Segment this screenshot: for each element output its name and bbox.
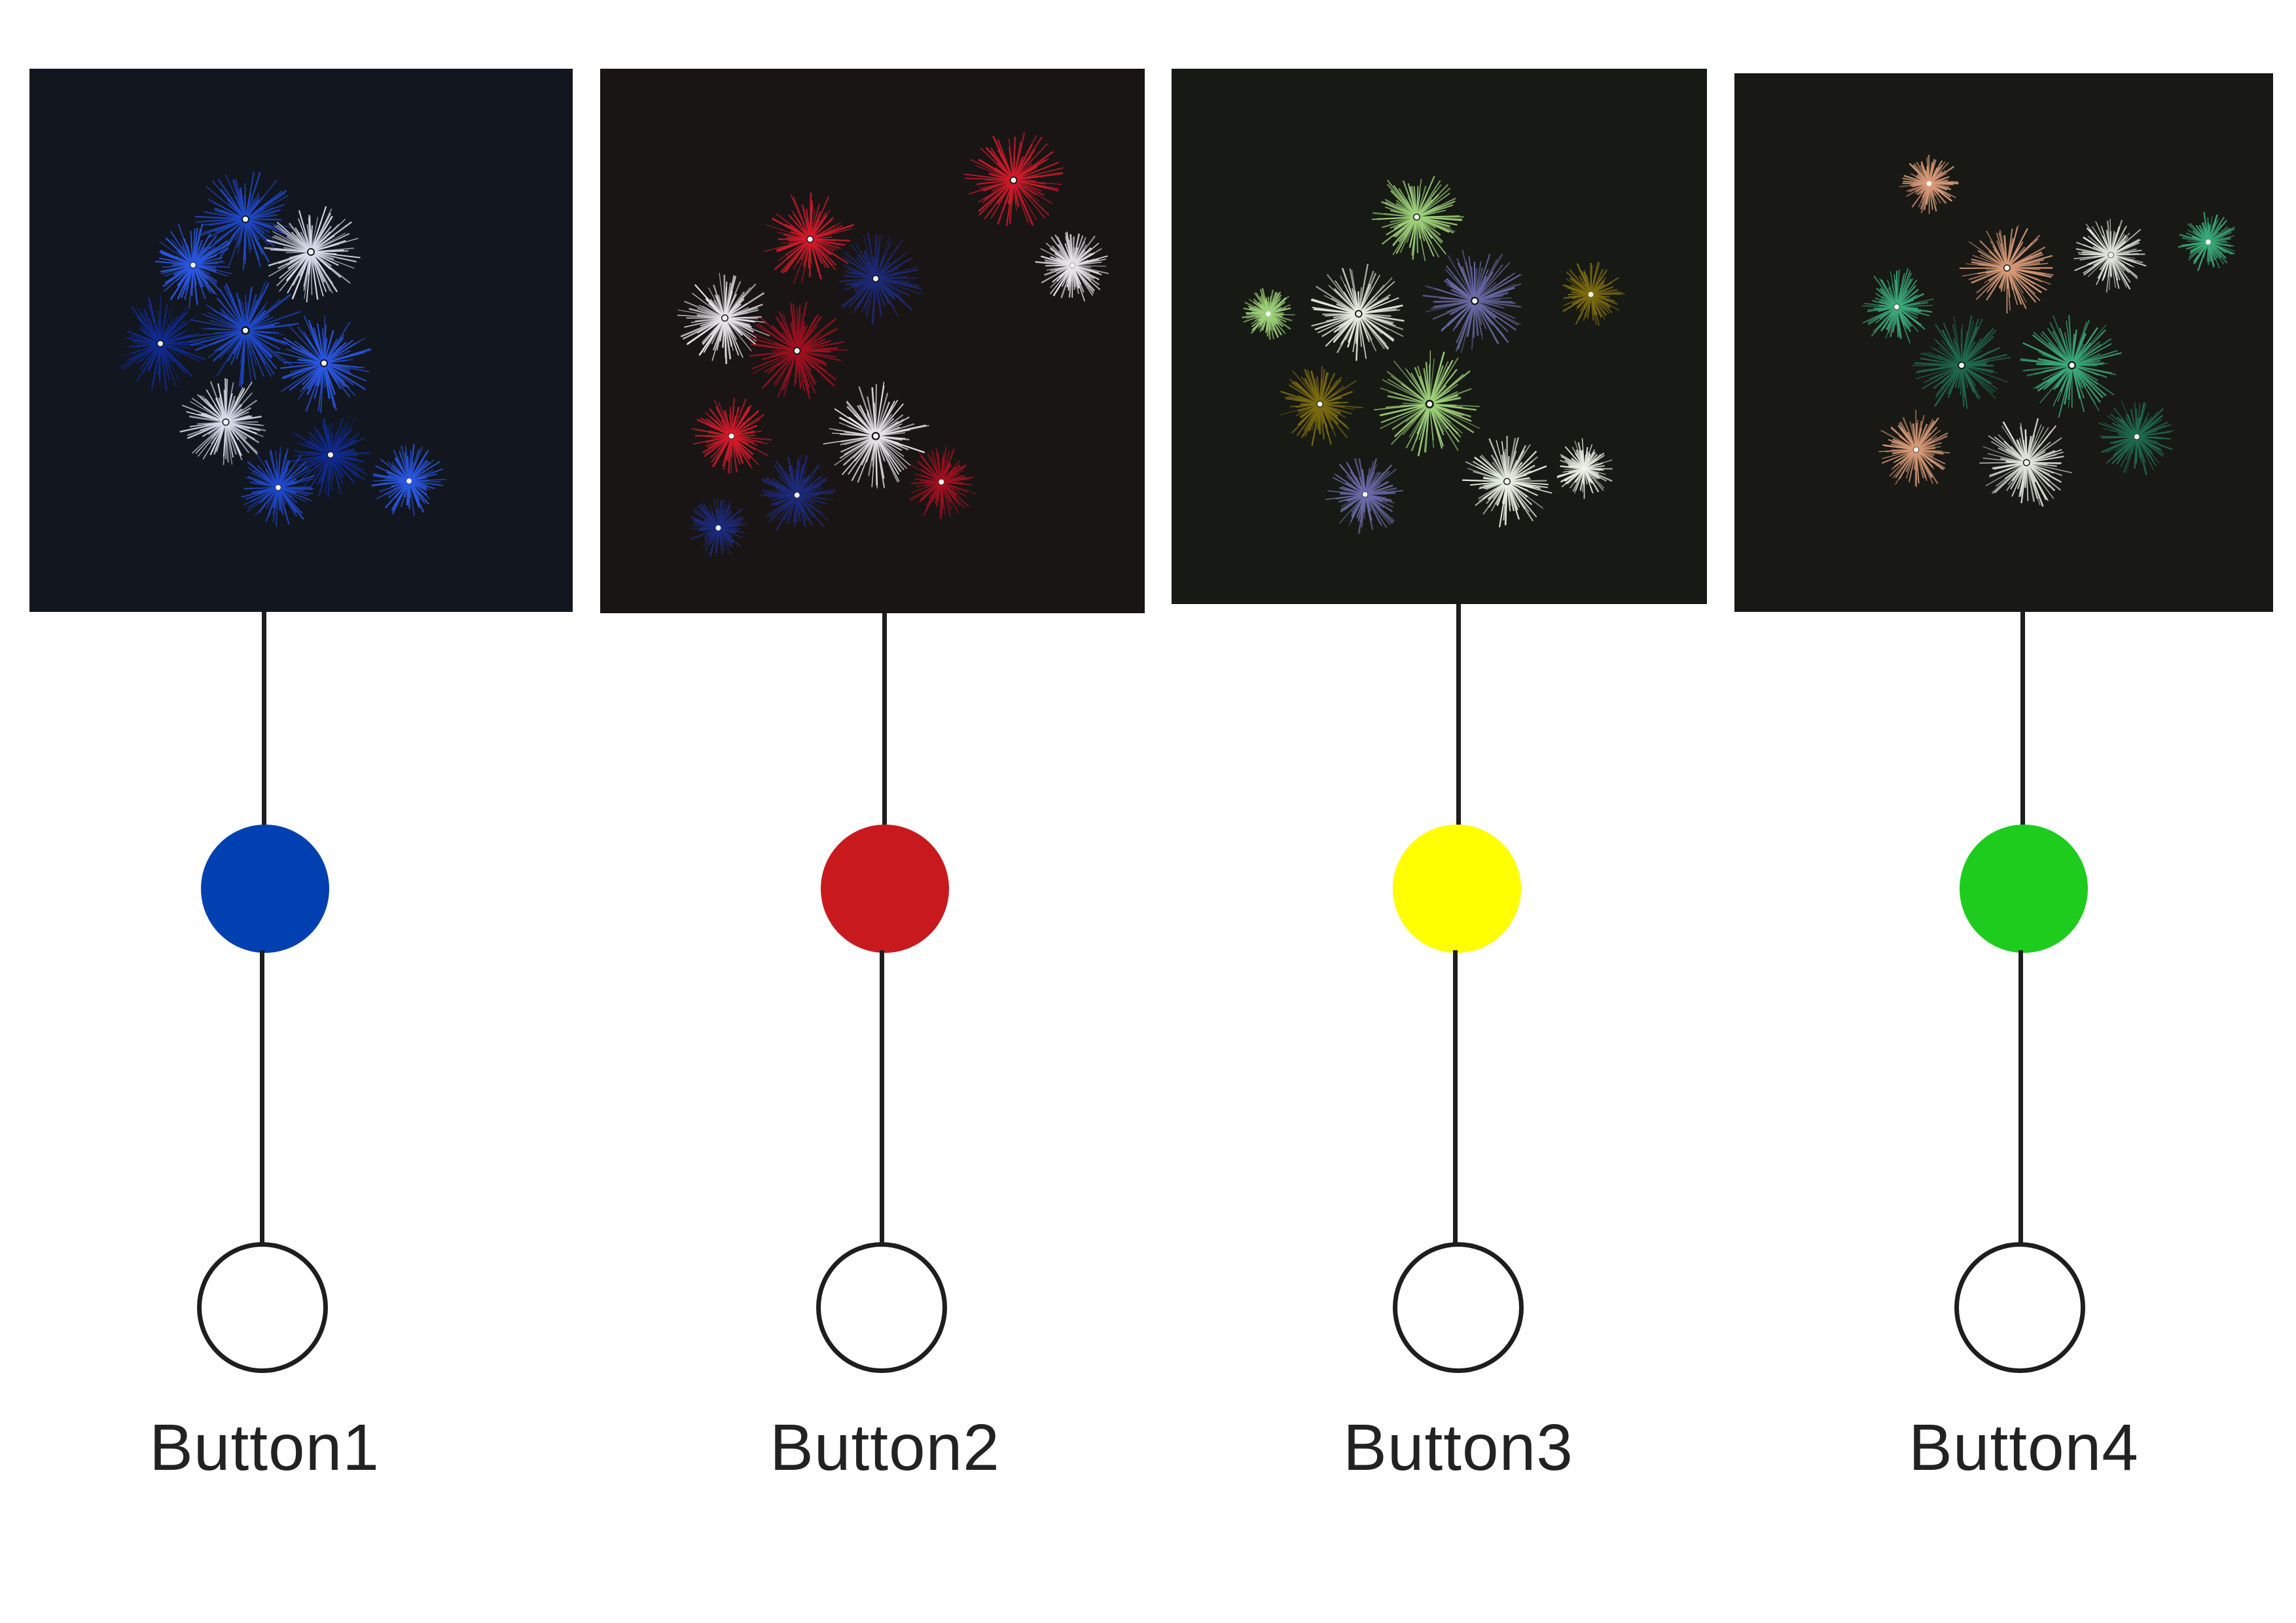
- firework-burst: [1862, 268, 1935, 344]
- firework-burst: [120, 296, 207, 391]
- firework-burst: [275, 315, 372, 414]
- firework-burst: [2073, 219, 2147, 293]
- fireworks-image-yellow: [1172, 69, 1707, 604]
- radio-button-1[interactable]: [197, 1242, 328, 1373]
- color-indicator-green: [1960, 825, 2088, 953]
- panel-background: [1734, 73, 2273, 612]
- connector-line-upper: [2020, 612, 2025, 828]
- firework-burst: [1899, 154, 1959, 214]
- firework-burst: [264, 206, 361, 303]
- firework-burst: [909, 446, 977, 520]
- firework-burst: [1242, 288, 1295, 340]
- firework-burst: [691, 397, 772, 474]
- firework-burst: [241, 446, 315, 527]
- firework-burst: [187, 281, 301, 387]
- fireworks-canvas-red: [600, 69, 1145, 613]
- color-indicator-yellow: [1393, 825, 1521, 953]
- firework-burst: [839, 232, 922, 324]
- fireworks-canvas-blue: [29, 69, 573, 612]
- panel-background: [29, 69, 573, 612]
- firework-burst: [749, 302, 849, 400]
- connector-line-lower: [260, 950, 264, 1245]
- firework-burst: [1035, 231, 1109, 302]
- fireworks-image-green: [1734, 73, 2273, 612]
- button-label: Button4: [1909, 1411, 2139, 1484]
- fireworks-image-red: [600, 69, 1145, 613]
- firework-burst: [1371, 175, 1464, 262]
- connector-line-upper: [882, 613, 887, 828]
- radio-button-3[interactable]: [1393, 1242, 1524, 1373]
- panel-background: [600, 69, 1145, 613]
- connector-line-lower: [2018, 950, 2023, 1245]
- firework-burst: [1979, 418, 2072, 507]
- panel-background: [1172, 69, 1707, 604]
- firework-burst: [2098, 401, 2175, 476]
- firework-burst: [1325, 458, 1403, 534]
- connector-line-lower: [1453, 950, 1458, 1245]
- firework-burst: [1912, 315, 2011, 409]
- firework-burst: [1280, 366, 1363, 446]
- firework-burst: [371, 444, 446, 516]
- fireworks-image-blue: [29, 69, 573, 612]
- firework-burst: [1310, 264, 1405, 361]
- firework-burst: [2020, 315, 2122, 418]
- radio-button-4[interactable]: [1954, 1242, 2085, 1373]
- firework-burst: [2178, 211, 2235, 272]
- color-indicator-red: [821, 825, 949, 953]
- connector-line-lower: [880, 950, 884, 1245]
- firework-burst: [194, 171, 295, 270]
- fireworks-canvas-yellow: [1172, 69, 1707, 604]
- firework-burst: [677, 272, 770, 365]
- firework-burst: [1422, 249, 1522, 353]
- firework-burst: [1462, 436, 1552, 527]
- firework-burst: [289, 418, 370, 498]
- firework-burst: [1878, 409, 1950, 488]
- firework-burst: [823, 382, 929, 489]
- connector-line-upper: [1456, 604, 1461, 828]
- color-indicator-blue: [201, 825, 329, 953]
- radio-button-2[interactable]: [816, 1242, 947, 1373]
- firework-burst: [179, 378, 266, 465]
- firework-burst: [155, 223, 232, 310]
- button-label: Button1: [149, 1411, 380, 1484]
- firework-burst: [763, 192, 855, 284]
- button-label: Button2: [770, 1411, 1000, 1484]
- firework-burst: [690, 498, 747, 558]
- button-label: Button3: [1343, 1411, 1573, 1484]
- fireworks-canvas-green: [1734, 73, 2273, 612]
- firework-burst: [1959, 224, 2054, 313]
- firework-burst: [963, 132, 1064, 226]
- firework-burst: [1562, 261, 1625, 326]
- firework-burst: [1556, 438, 1613, 499]
- firework-burst: [1374, 350, 1480, 457]
- firework-burst: [760, 455, 836, 531]
- connector-line-upper: [262, 612, 266, 828]
